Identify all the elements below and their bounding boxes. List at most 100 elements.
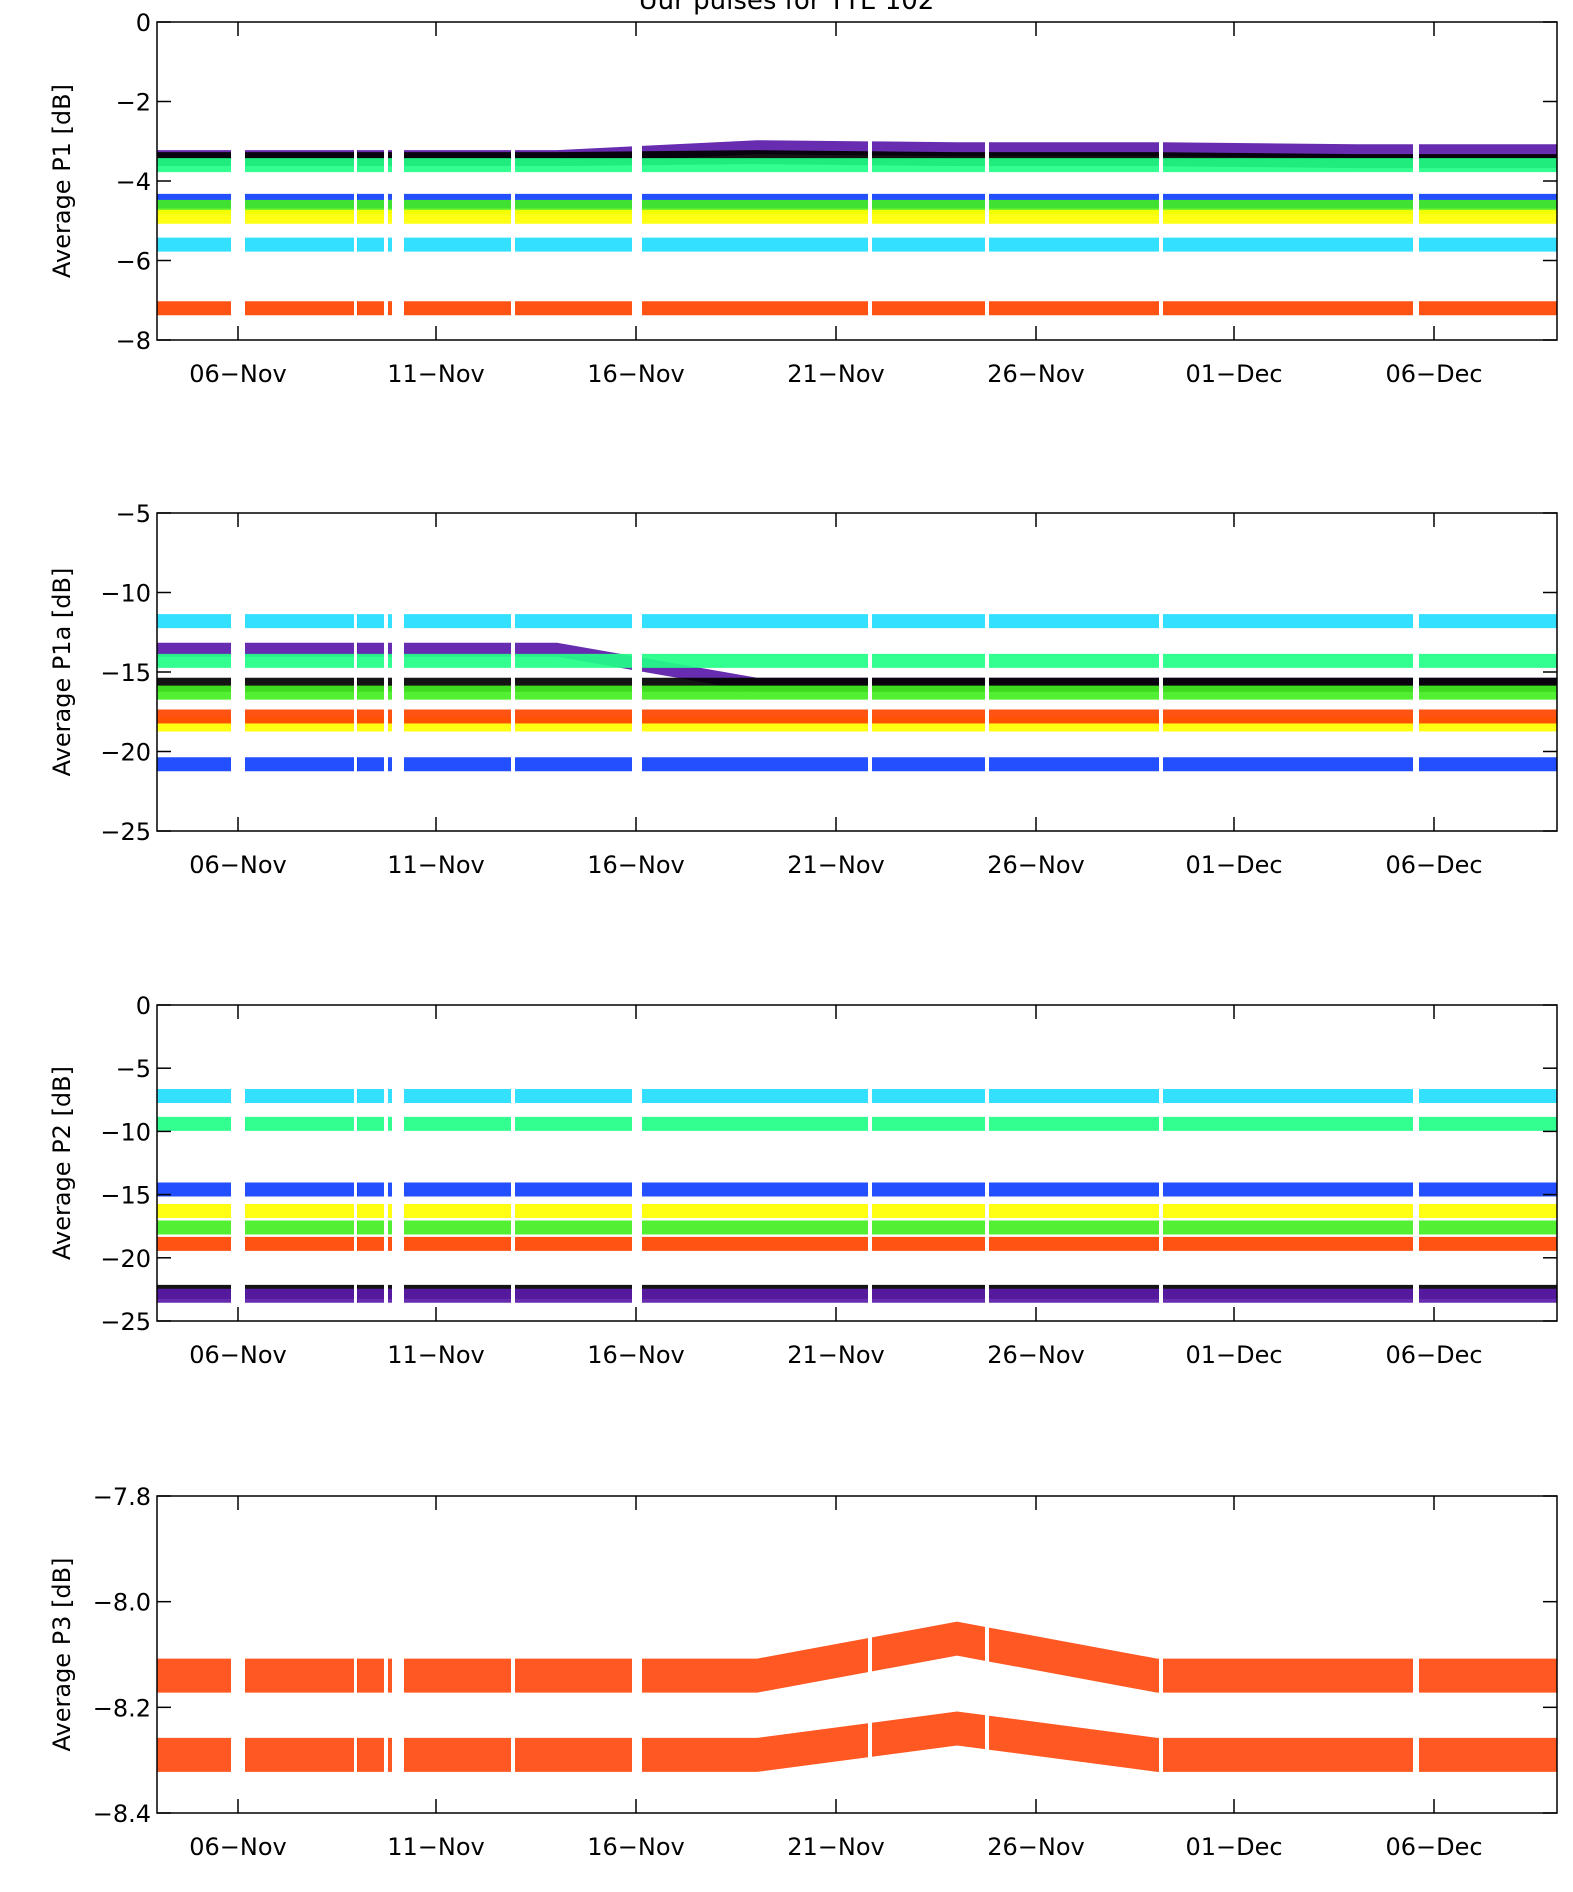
data-band-green-1-6 <box>1357 685 1413 700</box>
data-band-blue-1-0 <box>245 757 354 772</box>
data-band-mint-1-5 <box>1157 653 1159 668</box>
y-axis-label: Average P3 [dB] <box>48 1558 76 1752</box>
series-green-1 <box>157 685 1557 700</box>
data-band-red-1-5 <box>1157 709 1159 724</box>
data-band-yellow-0-5 <box>1157 209 1159 224</box>
series-red-2 <box>157 1236 1557 1251</box>
series-cyan-1 <box>157 614 1557 629</box>
plot-frame <box>156 1004 1558 1322</box>
data-band-blue-1-1 <box>388 757 392 772</box>
data-band-purple-2-6 <box>1419 1288 1557 1303</box>
data-band-yellow-0-0 <box>245 209 354 224</box>
data-band-blue-1-4 <box>957 757 985 772</box>
data-band-green-2-1 <box>357 1220 384 1235</box>
data-band-red-0-1 <box>515 301 557 316</box>
data-band-green-2-2 <box>557 1220 632 1235</box>
x-tick-label: 26−Nov <box>987 360 1085 388</box>
x-tick-label: 11−Nov <box>387 360 485 388</box>
data-band-red-2-6 <box>1357 1236 1413 1251</box>
data-band-red-2-5 <box>1163 1236 1357 1251</box>
data-band-mint-2-2 <box>557 1116 632 1131</box>
y-tick-label: 0 <box>136 992 151 1020</box>
data-band-orange-3-3 <box>757 1638 868 1693</box>
data-band-purple-1-1 <box>404 642 511 657</box>
chart-panel-p3: −7.8 −8.0 −8.2 −8.4 06−Nov 11−Nov 16−Nov 21−Nov… <box>48 1483 1558 1861</box>
data-band-mint-1-4 <box>989 653 1157 668</box>
data-band-red-1-4 <box>989 709 1157 724</box>
y-tick-label: −20 <box>100 739 151 767</box>
y-tick-label: −6 <box>116 248 151 276</box>
data-band-purple-1-0 <box>245 642 354 657</box>
data-band-mint-0-5 <box>1163 158 1357 173</box>
data-band-blue-1-5 <box>1163 757 1357 772</box>
data-band-orange-3-1 <box>515 1737 557 1772</box>
data-band-yellow-2-3 <box>757 1204 868 1219</box>
data-band-cyan-0-4 <box>957 237 985 252</box>
data-band-orange-3-6 <box>1357 1737 1413 1772</box>
data-band-mint-0-1 <box>404 158 511 173</box>
data-band-mint-1-5 <box>1163 653 1357 668</box>
data-band-mint-0-5 <box>1157 158 1159 173</box>
x-tick-label: 21−Nov <box>787 851 885 879</box>
data-band-blue-2-6 <box>1419 1182 1557 1197</box>
data-band-blue-1-3 <box>872 757 957 772</box>
data-band-green-2-1 <box>388 1220 392 1235</box>
data-band-green-2-6 <box>1357 1220 1413 1235</box>
x-tick-label: 06−Nov <box>189 851 287 879</box>
data-band-blue-1-6 <box>1419 757 1557 772</box>
data-band-red-1-1 <box>388 709 392 724</box>
data-band-mint-1-1 <box>404 653 511 668</box>
data-band-mint-2-5 <box>1157 1116 1159 1131</box>
data-band-mint-1-1 <box>388 653 392 668</box>
chart-panel-p2: 0 −5 −10 −15 −20 −25 06−Nov 11−Nov 16−Nov 21−Nov 2… <box>48 992 1558 1369</box>
x-tick-label: 06−Dec <box>1385 360 1482 388</box>
data-band-blue-1-1 <box>515 757 557 772</box>
data-band-purple-1-0 <box>157 642 231 657</box>
data-band-blue-2-6 <box>1357 1182 1413 1197</box>
data-band-purple-2-2 <box>642 1288 757 1303</box>
x-tick-label: 21−Nov <box>787 1833 885 1861</box>
data-band-red-1-0 <box>245 709 354 724</box>
data-band-blue-2-0 <box>157 1182 231 1197</box>
data-band-yellow-0-0 <box>157 209 231 224</box>
data-band-orange-3-1 <box>515 1658 557 1693</box>
data-band-blue-1-0 <box>157 757 231 772</box>
y-tick-label: −10 <box>100 1118 151 1146</box>
data-band-mint-0-0 <box>157 158 231 173</box>
data-band-cyan-0-6 <box>1357 237 1413 252</box>
y-tick-label: −5 <box>116 1055 151 1083</box>
x-tick-label: 16−Nov <box>587 360 685 388</box>
data-band-blue-1-5 <box>1157 757 1159 772</box>
data-band-mint-2-5 <box>1163 1116 1357 1131</box>
data-band-cyan-0-1 <box>515 237 557 252</box>
data-band-red-0-2 <box>642 301 757 316</box>
data-band-green-2-4 <box>989 1220 1157 1235</box>
data-band-cyan-0-3 <box>757 237 868 252</box>
data-band-cyan-1-2 <box>642 614 757 629</box>
data-band-blue-1-2 <box>557 757 632 772</box>
data-band-cyan-2-5 <box>1157 1089 1159 1104</box>
y-tick-label: −4 <box>116 168 151 196</box>
x-tick-label: 26−Nov <box>987 851 1085 879</box>
x-tick-label: 21−Nov <box>787 360 885 388</box>
data-band-red-2-1 <box>515 1236 557 1251</box>
series-orange-3 <box>157 1711 1557 1772</box>
data-band-cyan-0-2 <box>557 237 632 252</box>
data-band-cyan-2-1 <box>357 1089 384 1104</box>
data-band-green-1-1 <box>357 685 384 700</box>
data-band-orange-3-3 <box>757 1723 868 1772</box>
data-band-cyan-1-4 <box>957 614 985 629</box>
data-band-cyan-0-1 <box>388 237 392 252</box>
series-mint-1 <box>157 653 1557 668</box>
data-band-green-1-0 <box>245 685 354 700</box>
x-tick-label: 11−Nov <box>387 851 485 879</box>
data-band-red-0-1 <box>404 301 511 316</box>
data-band-cyan-1-3 <box>757 614 868 629</box>
plot-frame <box>156 512 1558 832</box>
y-tick-label: −25 <box>100 818 151 846</box>
data-band-cyan-2-1 <box>404 1089 511 1104</box>
data-band-orange-3-3 <box>872 1621 957 1672</box>
data-band-orange-3-4 <box>989 1715 1157 1772</box>
data-band-purple-2-1 <box>515 1288 557 1303</box>
data-band-mint-2-6 <box>1357 1116 1413 1131</box>
